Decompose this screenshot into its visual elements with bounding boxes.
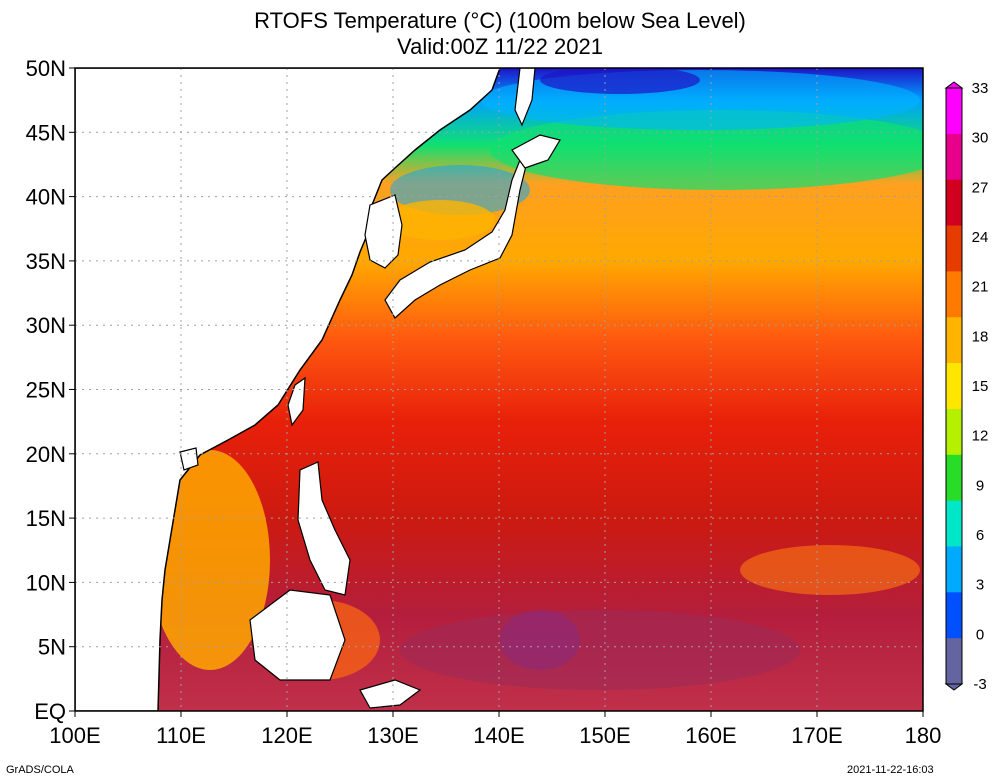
colorbar-min-arrow: [944, 683, 964, 691]
borneo-coast: [249, 589, 346, 681]
colorbar-segment: [946, 638, 962, 685]
colorbar-tick-label: 3: [976, 577, 984, 594]
colorbar-segment: [946, 225, 962, 272]
japan: [384, 148, 532, 319]
colorbar-tick-label: 18: [972, 328, 989, 345]
map-valid-time: Valid:00Z 11/22 2021: [397, 34, 603, 59]
lon-tick-label: 160E: [685, 723, 736, 748]
lat-tick-label: 30N: [26, 313, 66, 338]
korea-peninsula: [364, 194, 403, 269]
lon-tick-label: 140E: [473, 723, 524, 748]
map-title: RTOFS Temperature (°C) (100m below Sea L…: [254, 8, 746, 33]
lat-tick-label: 5N: [38, 635, 66, 660]
lon-tick-label: 180: [905, 723, 942, 748]
colorbar-segment: [946, 133, 962, 181]
lat-tick-label: 40N: [26, 185, 66, 210]
colorbar-tick-label: 21: [972, 279, 989, 296]
colorbar-max-arrow: [944, 81, 964, 89]
hokkaido: [511, 134, 561, 169]
colorbar-tick-label: 9: [976, 477, 984, 494]
lat-tick-label: 45N: [26, 120, 66, 145]
lat-tick-label: 10N: [26, 570, 66, 595]
asia-mainland: [75, 68, 501, 711]
colorbar-frame: [945, 87, 963, 685]
lon-tick-label: 150E: [579, 723, 630, 748]
sakhalin: [514, 68, 536, 127]
colorbar-segment: [946, 317, 962, 364]
colorbar-tick-label: 15: [972, 378, 989, 395]
lat-tick-label: 15N: [26, 506, 66, 531]
colorbar-segment: [946, 546, 962, 593]
indonesia-south: [359, 679, 422, 709]
grid-lines: [75, 68, 923, 711]
colorbar-segment: [946, 592, 962, 639]
map-plot-area: [75, 68, 923, 711]
colorbar-tick-label: 30: [972, 130, 989, 147]
latitude-axis: 50N 45N 40N 35N 30N 25N 20N 15N 10N 5N EQ: [26, 56, 75, 724]
colorbar-segment: [946, 363, 962, 410]
colorbar-tick-label: 6: [976, 527, 984, 544]
lon-tick-label: 130E: [367, 723, 418, 748]
colorbar-tick-label: 33: [972, 80, 989, 97]
hainan: [179, 447, 199, 471]
colorbar-segment: [946, 408, 962, 456]
footer-timestamp: 2021-11-22-16:03: [847, 764, 934, 776]
lat-tick-label: 50N: [26, 56, 66, 81]
colorbar-segment: [946, 500, 962, 547]
colorbar-tick-label: 0: [976, 626, 984, 643]
colorbar-tick-label: 12: [972, 428, 989, 445]
colorbar-segment: [946, 179, 962, 227]
colorbar-tick-label: -3: [973, 676, 986, 693]
colorbar-segment: [946, 454, 962, 502]
footer-grads-credit: GrADS/COLA: [6, 764, 74, 776]
lat-tick-label: 20N: [26, 442, 66, 467]
lat-tick-label: EQ: [34, 699, 66, 724]
lon-tick-label: 110E: [156, 723, 206, 748]
longitude-axis: 100E 110E 120E 130E 140E 150E 160E 170E 180: [49, 711, 941, 748]
colorbar-tick-label: 24: [972, 229, 989, 246]
colorbar-segment: [946, 271, 962, 318]
colorbar-tick-label: 27: [972, 179, 989, 196]
lon-tick-label: 100E: [49, 723, 100, 748]
philippines: [297, 461, 351, 596]
colorbar-segment: [946, 88, 962, 135]
lon-tick-label: 170E: [791, 723, 842, 748]
lat-tick-label: 35N: [26, 249, 66, 274]
lat-tick-label: 25N: [26, 378, 66, 403]
lon-tick-label: 120E: [261, 723, 312, 748]
